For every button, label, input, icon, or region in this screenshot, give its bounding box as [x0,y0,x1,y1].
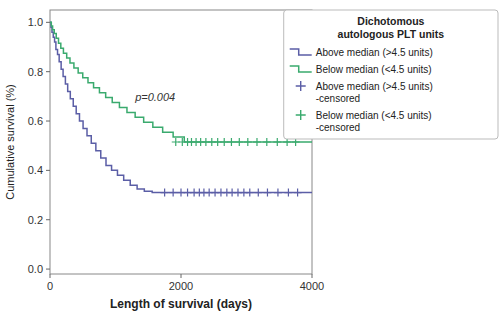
legend-entry: Below median (<4.5 units)-censored [316,110,432,133]
legend-handle [296,81,306,91]
legend: Dichotomousautologous PLT units Above med… [284,10,498,139]
censor-mark [235,138,243,146]
y-tick-label: 0.6 [28,115,43,127]
legend-entry-line: -censored [316,93,360,104]
legend-entry-line: Below median (<4.5 units) [316,64,432,75]
annotation: p=0.004 [134,91,175,103]
y-tick-label: 0.0 [28,263,43,275]
censor-mark [284,189,292,197]
censor-mark [161,189,169,197]
x-tick [181,274,182,278]
censor-mark [294,189,302,197]
plot-frame [50,10,312,274]
legend-entry-line: -censored [316,122,360,133]
legend-entry: Above median (>4.5 units) [316,47,433,58]
y-tick [46,121,50,122]
legend-entry-line: Above median (>4.5 units) [316,47,433,58]
censor-mark [244,138,252,146]
censor-mark [220,138,228,146]
survival-curve [50,22,312,142]
legend-entry-line: Above median (>4.5 units) [316,81,433,92]
x-tick-label: 0 [47,280,53,292]
chart: 0 2000 4000 0.0 0.2 0.4 0.6 0.8 1.0 Length of sur… [0,0,500,318]
censor-mark [274,189,282,197]
censor-mark [254,189,262,197]
plot-area [50,22,312,196]
y-tick [46,269,50,270]
legend-handle [296,110,306,120]
legend-handle [290,49,312,55]
y-tick-label: 0.4 [28,164,43,176]
censor-mark [263,189,271,197]
legend-entry-line: Below median (<4.5 units) [316,110,432,121]
x-tick [50,274,51,278]
censor-mark [227,138,235,146]
legend-title-line: autologous PLT units [338,28,445,40]
y-tick [46,219,50,220]
y-tick [46,170,50,171]
censor-mark [263,138,271,146]
legend-entry: Below median (<4.5 units) [316,64,432,75]
survival-curve [50,22,312,192]
y-tick-label: 0.8 [28,66,43,78]
censor-mark [253,138,261,146]
censor-mark [273,138,281,146]
y-axis-label: Cumulative survival (%) [4,84,16,200]
censor-mark [246,189,254,197]
y-tick-label: 0.2 [28,214,43,226]
x-axis-label: Length of survival (days) [110,297,252,311]
x-tick [312,274,313,278]
y-tick-label: 1.0 [28,16,43,28]
censor-mark [169,189,177,197]
y-tick [46,22,50,23]
x-tick-label: 4000 [300,280,324,292]
y-tick [46,71,50,72]
legend-handle [290,66,312,72]
legend-box [284,10,498,139]
legend-title: Dichotomousautologous PLT units [338,15,445,40]
x-tick-label: 2000 [169,280,193,292]
legend-title-line: Dichotomous [357,15,424,27]
legend-entry: Above median (>4.5 units)-censored [316,81,433,104]
